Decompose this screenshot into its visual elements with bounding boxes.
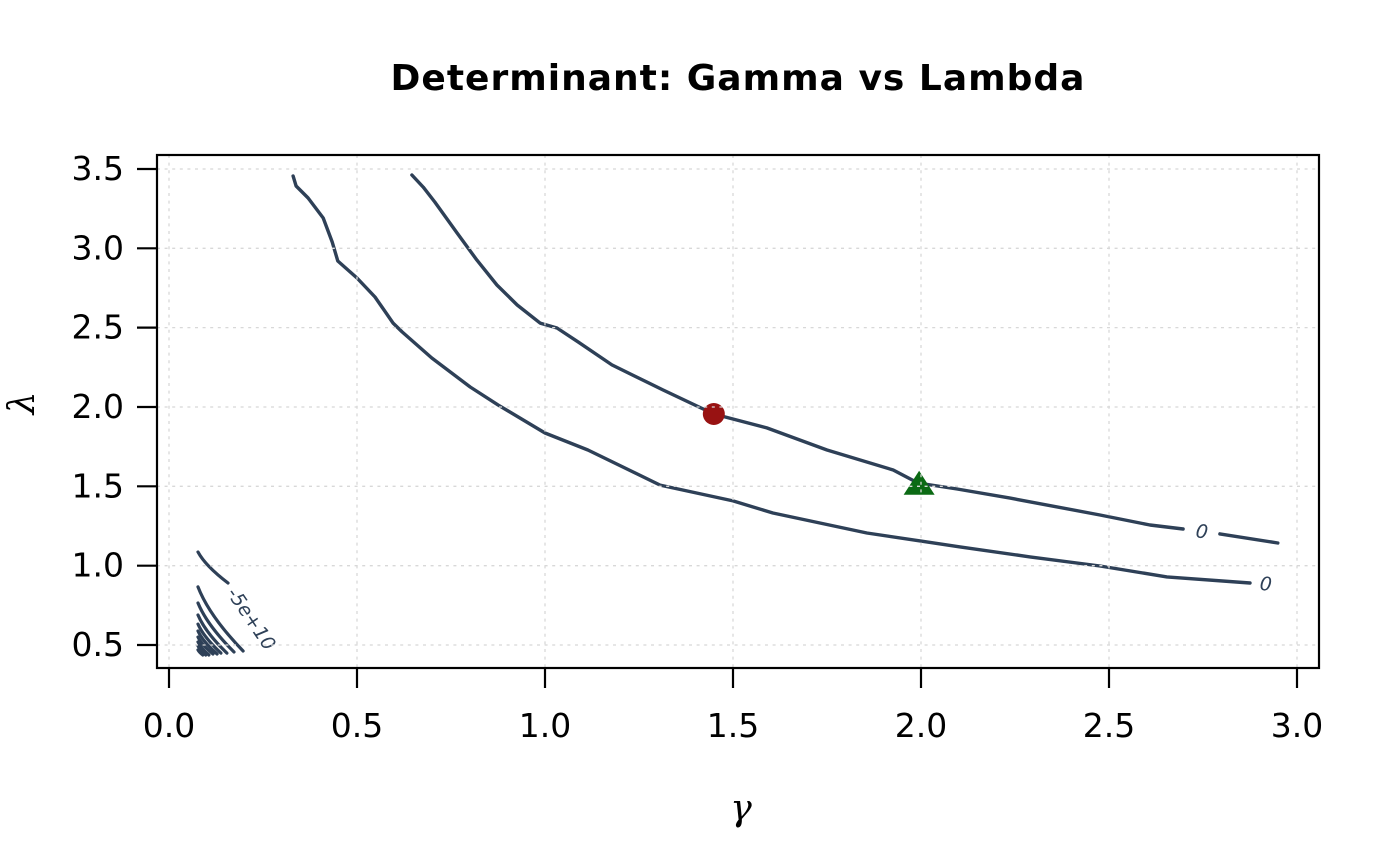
contour-arc-neg-5e10-fan-9 — [196, 648, 205, 657]
contour-arc-neg-5e10-fan-0 — [196, 550, 230, 585]
x-axis-tick-label: 2.0 — [895, 706, 947, 745]
contour-label-zero-lower: 0 — [1259, 573, 1273, 596]
contour-arc-neg-5e10-fan-7 — [196, 640, 211, 657]
y-axis-tick-label: 1.0 — [72, 546, 124, 585]
gridlines-layer — [157, 155, 1319, 668]
x-axis-tick-label: 3.0 — [1271, 706, 1323, 745]
contour-label-neg-5e10-fan: -5e+10 — [222, 584, 280, 655]
plot-box-border — [155, 153, 1321, 670]
y-axis-tick-label: 0.5 — [72, 625, 124, 664]
contour-arc-neg-5e10-fan-2 — [196, 601, 236, 654]
contour-arc-neg-5e10-fan-3 — [196, 613, 229, 655]
contour-line-zero-lower-0 — [291, 174, 1252, 585]
y-axis-tick-label: 1.5 — [72, 466, 124, 505]
contour-line-zero-upper-1 — [1218, 532, 1280, 545]
x-axis-tick-label: 2.5 — [1083, 706, 1135, 745]
contour-arc-neg-5e10-fan-5 — [196, 629, 219, 656]
contour-lines-layer: 0 0 -5e+10 — [196, 173, 1280, 657]
contour-line-zero-upper-0 — [410, 173, 1185, 531]
contour-arc-neg-5e10-fan-4 — [196, 622, 223, 655]
contour-arc-neg-5e10-fan-8 — [196, 644, 208, 657]
y-axis-tick-label: 3.5 — [72, 149, 124, 188]
x-axis-title: γ — [730, 788, 752, 829]
axes-layer: 0.0 0.5 1.0 1.5 2.0 2.5 3.0 0.5 1.0 1.5 2.0 2.5 3.0 3… — [2, 149, 1323, 829]
x-axis-tick-label: 0.0 — [143, 706, 195, 745]
y-axis-tick-label: 2.0 — [72, 387, 124, 426]
contour-arc-neg-5e10-fan-1 — [196, 585, 245, 653]
x-axis-tick-label: 1.5 — [707, 706, 759, 745]
point-marker-triangle — [903, 470, 935, 495]
x-axis-tick-label: 1.0 — [519, 706, 571, 745]
point-marker-circle — [702, 402, 725, 425]
markers-layer — [702, 402, 935, 495]
x-axis-tick-label: 0.5 — [331, 706, 383, 745]
y-axis-title: λ — [2, 392, 43, 417]
y-axis-tick-label: 3.0 — [72, 228, 124, 267]
plot-title: Determinant: Gamma vs Lambda — [390, 58, 1086, 99]
y-axis-tick-label: 2.5 — [72, 308, 124, 347]
contour-label-zero-upper: 0 — [1194, 520, 1209, 543]
